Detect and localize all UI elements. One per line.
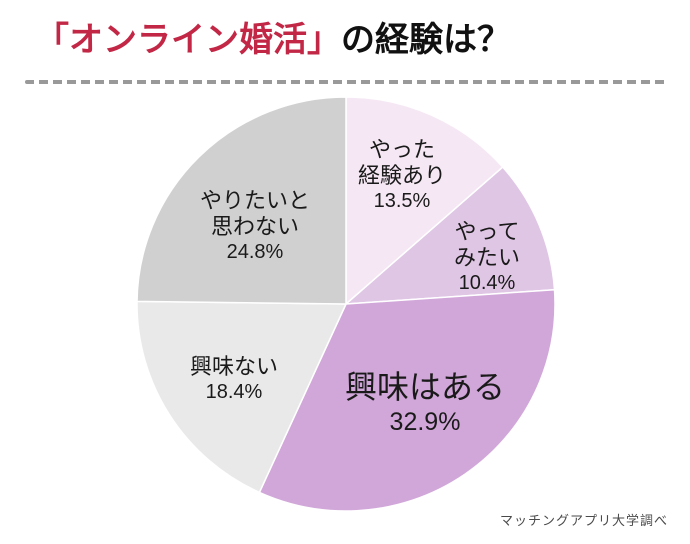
page-title-rest: の経験は？ bbox=[341, 21, 511, 59]
page-title-highlight: 「オンライン婚活」 bbox=[35, 21, 341, 59]
slice-label-want-to-try: やって みたい 10.4% bbox=[454, 219, 520, 295]
slice-label-experienced: やった 経験あり 13.5% bbox=[358, 137, 446, 213]
slice-label-text: やって bbox=[454, 219, 520, 244]
pie-slice-not-interested bbox=[136, 300, 347, 494]
slice-percent: 32.9% bbox=[389, 408, 461, 436]
slice-percent: 18.4% bbox=[205, 381, 263, 403]
pie-slice-interested bbox=[258, 288, 556, 512]
slice-percent: 13.5% bbox=[373, 190, 431, 212]
slice-label-text: 思わない bbox=[210, 214, 300, 239]
dashed-divider bbox=[25, 80, 667, 84]
slice-label-text: 興味はある bbox=[344, 369, 506, 405]
slice-label-text: 興味ない bbox=[189, 354, 279, 379]
slice-label-text: やりたいと bbox=[199, 188, 311, 213]
slice-percent: 10.4% bbox=[458, 272, 516, 294]
page-title: 「オンライン婚活」の経験は？ bbox=[35, 19, 511, 62]
slice-label-text: 経験あり bbox=[357, 163, 447, 188]
pie-slice-dont-want-to bbox=[136, 96, 347, 305]
pie-slice-experienced bbox=[345, 96, 504, 305]
source-note: マッチングアプリ大学調べ bbox=[499, 513, 668, 528]
slice-label-text: みたい bbox=[453, 245, 521, 270]
slice-label-not-interested: 興味ない 18.4% bbox=[190, 354, 278, 404]
pie-slice-want-to-try bbox=[345, 166, 556, 305]
slice-label-interested: 興味はある 32.9% bbox=[345, 366, 505, 436]
slice-label-text: やった bbox=[368, 137, 436, 162]
slice-label-dont-want-to: やりたいと 思わない 24.8% bbox=[200, 188, 310, 264]
slice-percent: 24.8% bbox=[226, 241, 284, 263]
